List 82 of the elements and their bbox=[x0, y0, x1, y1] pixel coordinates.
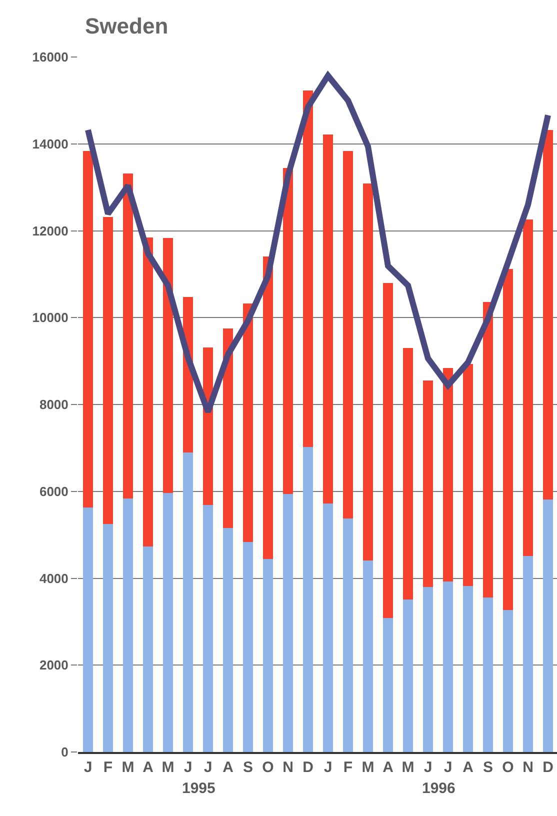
bar bbox=[263, 559, 273, 752]
x-tick-label: M bbox=[162, 759, 174, 776]
x-tick-label: O bbox=[502, 759, 514, 776]
bar bbox=[303, 447, 313, 752]
bar bbox=[143, 238, 153, 547]
x-tick-label: O bbox=[262, 759, 274, 776]
bar bbox=[123, 498, 133, 752]
bar bbox=[283, 494, 293, 752]
x-tick-label: J bbox=[204, 759, 212, 776]
bar bbox=[143, 546, 153, 752]
x-tick-label: J bbox=[324, 759, 332, 776]
bar bbox=[523, 556, 533, 752]
x-tick-label: A bbox=[462, 759, 474, 776]
bar bbox=[443, 582, 453, 752]
bar bbox=[363, 560, 373, 752]
bar bbox=[243, 304, 253, 542]
bar bbox=[83, 150, 93, 508]
x-tick-label: J bbox=[424, 759, 432, 776]
x-tick-label: J bbox=[184, 759, 192, 776]
bar bbox=[223, 328, 233, 528]
bar bbox=[363, 183, 373, 560]
bar bbox=[343, 150, 353, 519]
x-tick-label: F bbox=[103, 759, 113, 776]
bar bbox=[403, 348, 413, 600]
bar bbox=[343, 518, 353, 752]
y-tick-label: 8000 bbox=[39, 397, 68, 412]
bar bbox=[103, 524, 113, 752]
bar bbox=[243, 542, 253, 752]
bar bbox=[503, 610, 513, 752]
bar bbox=[103, 216, 113, 524]
chart-title: Sweden bbox=[85, 13, 168, 38]
bar bbox=[463, 586, 473, 752]
x-tick-label: M bbox=[122, 759, 134, 776]
y-tick-label: 10000 bbox=[32, 310, 68, 326]
bar bbox=[403, 600, 413, 752]
bar bbox=[163, 238, 173, 494]
x-tick-label: J bbox=[84, 759, 92, 776]
x-tick-label: S bbox=[482, 759, 494, 776]
bar bbox=[263, 256, 273, 560]
y-tick-label: 14000 bbox=[32, 136, 68, 152]
y-tick-label: 4000 bbox=[39, 570, 68, 586]
bar bbox=[383, 618, 393, 752]
bar bbox=[223, 528, 233, 752]
x-tick-label: A bbox=[142, 759, 154, 776]
x-tick-label: S bbox=[242, 759, 254, 776]
bar bbox=[323, 504, 333, 752]
bar bbox=[183, 452, 193, 752]
bar bbox=[523, 219, 533, 556]
bar bbox=[423, 586, 433, 752]
bar bbox=[163, 493, 173, 752]
x-tick-label: D bbox=[302, 759, 314, 776]
x-tick-label: N bbox=[282, 759, 294, 776]
x-tick-label: M bbox=[402, 759, 414, 776]
bar bbox=[83, 507, 93, 752]
bar bbox=[123, 173, 133, 498]
bar bbox=[283, 168, 293, 494]
x-tick-label: N bbox=[522, 759, 534, 776]
x-tick-label: J bbox=[444, 759, 452, 776]
x-tick-label: A bbox=[382, 759, 394, 776]
y-tick-label: 12000 bbox=[32, 223, 68, 238]
bar bbox=[543, 130, 553, 500]
bar bbox=[443, 368, 453, 582]
bar bbox=[543, 500, 553, 752]
y-tick-label: 0 bbox=[61, 744, 68, 760]
bar bbox=[323, 134, 333, 504]
bar bbox=[423, 380, 433, 587]
bar bbox=[483, 302, 493, 598]
x-tick-label: M bbox=[362, 759, 374, 776]
bar bbox=[203, 504, 213, 752]
x-tick-label: D bbox=[542, 759, 554, 776]
bar bbox=[483, 597, 493, 752]
x-tick-label: F bbox=[343, 759, 353, 776]
bar bbox=[303, 90, 313, 448]
text: 1996 bbox=[422, 780, 456, 797]
bar bbox=[383, 282, 393, 618]
bar bbox=[503, 268, 513, 610]
x-tick-label: A bbox=[222, 759, 234, 776]
y-tick-label: 16000 bbox=[32, 50, 68, 65]
y-tick-label: 6000 bbox=[39, 484, 68, 499]
text: 1995 bbox=[182, 780, 216, 797]
bar bbox=[463, 364, 473, 586]
y-tick-label: 2000 bbox=[39, 658, 68, 673]
